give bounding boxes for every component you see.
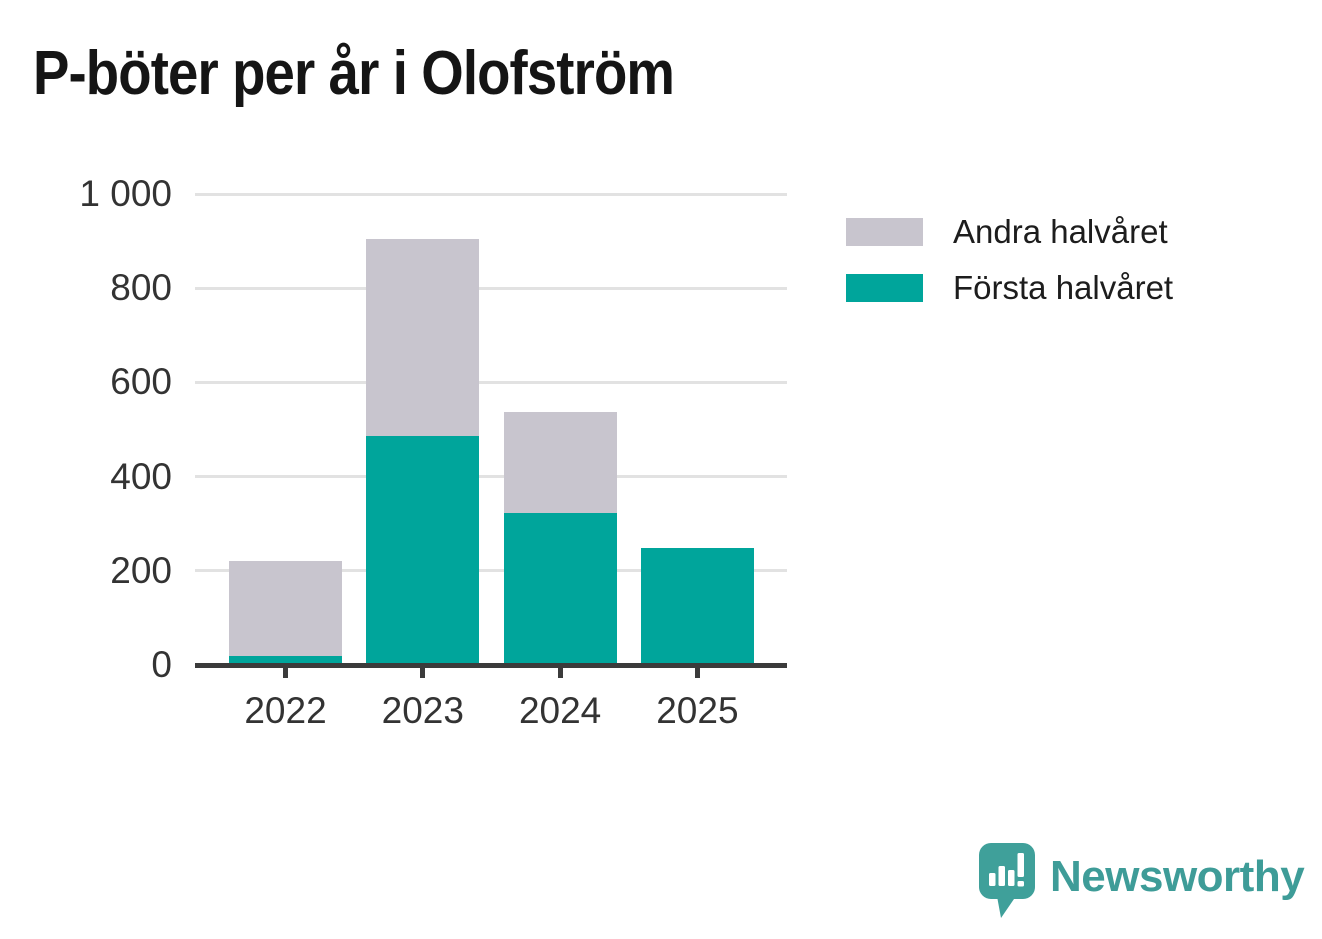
- bar-2024-forsta-halvaret: [503, 512, 617, 665]
- y-axis-tick-label: 0: [151, 644, 172, 685]
- legend-label: Första halvåret: [953, 269, 1174, 306]
- logo-bars-glyph: [989, 853, 1024, 887]
- y-axis-tick-label: 600: [110, 361, 172, 403]
- newsworthy-branding: Newsworthy: [978, 842, 1305, 924]
- x-axis-tick-label: 2025: [656, 690, 739, 731]
- legend-item-forsta-halvaret: Första halvåret: [846, 269, 1173, 306]
- y-axis-tick-label: 200: [110, 549, 172, 591]
- x-axis-tick-2023: [420, 667, 426, 678]
- gridline-600: [195, 380, 787, 384]
- legend: Andra halvåret Första halvåret: [846, 213, 1173, 330]
- bar-2022-andra-halvaret: [229, 560, 342, 656]
- x-axis-tick-2025: [694, 667, 700, 678]
- bar-2024-andra-halvaret: [503, 412, 617, 513]
- gridline-800: [195, 286, 787, 290]
- legend-swatch-andra-halvaret-icon: [846, 218, 923, 246]
- x-axis-tick-2024: [557, 667, 563, 678]
- newsworthy-logo-text: Newsworthy: [1050, 852, 1305, 901]
- gridline-1000: [195, 192, 787, 196]
- x-axis-tick-2022: [283, 667, 288, 678]
- chart-title: P-böter per år i Olofström: [33, 39, 675, 108]
- bar-2023-andra-halvaret: [366, 239, 480, 437]
- y-axis-tick-label: 1 000: [79, 173, 172, 214]
- x-axis-line: [195, 662, 787, 668]
- legend-item-andra-halvaret: Andra halvåret: [846, 213, 1173, 250]
- y-axis-tick-label: 400: [110, 455, 172, 497]
- gridline-400: [195, 475, 787, 479]
- legend-label: Andra halvåret: [953, 213, 1168, 250]
- y-axis-tick-label: 800: [110, 267, 172, 309]
- x-axis-tick-label: 2024: [518, 690, 602, 731]
- gridline-200: [195, 569, 787, 573]
- newsworthy-logo-icon: [979, 843, 1035, 918]
- legend-swatch-forsta-halvaret-icon: [846, 274, 923, 302]
- bar-2022-forsta-halvaret: [229, 655, 342, 665]
- bar-2025-forsta-halvaret: [640, 547, 754, 665]
- bar-2023-forsta-halvaret: [366, 436, 480, 665]
- x-axis-tick-label: 2022: [244, 690, 327, 731]
- logo-bubble-shape: [979, 843, 1035, 918]
- x-axis-tick-label: 2023: [381, 690, 464, 731]
